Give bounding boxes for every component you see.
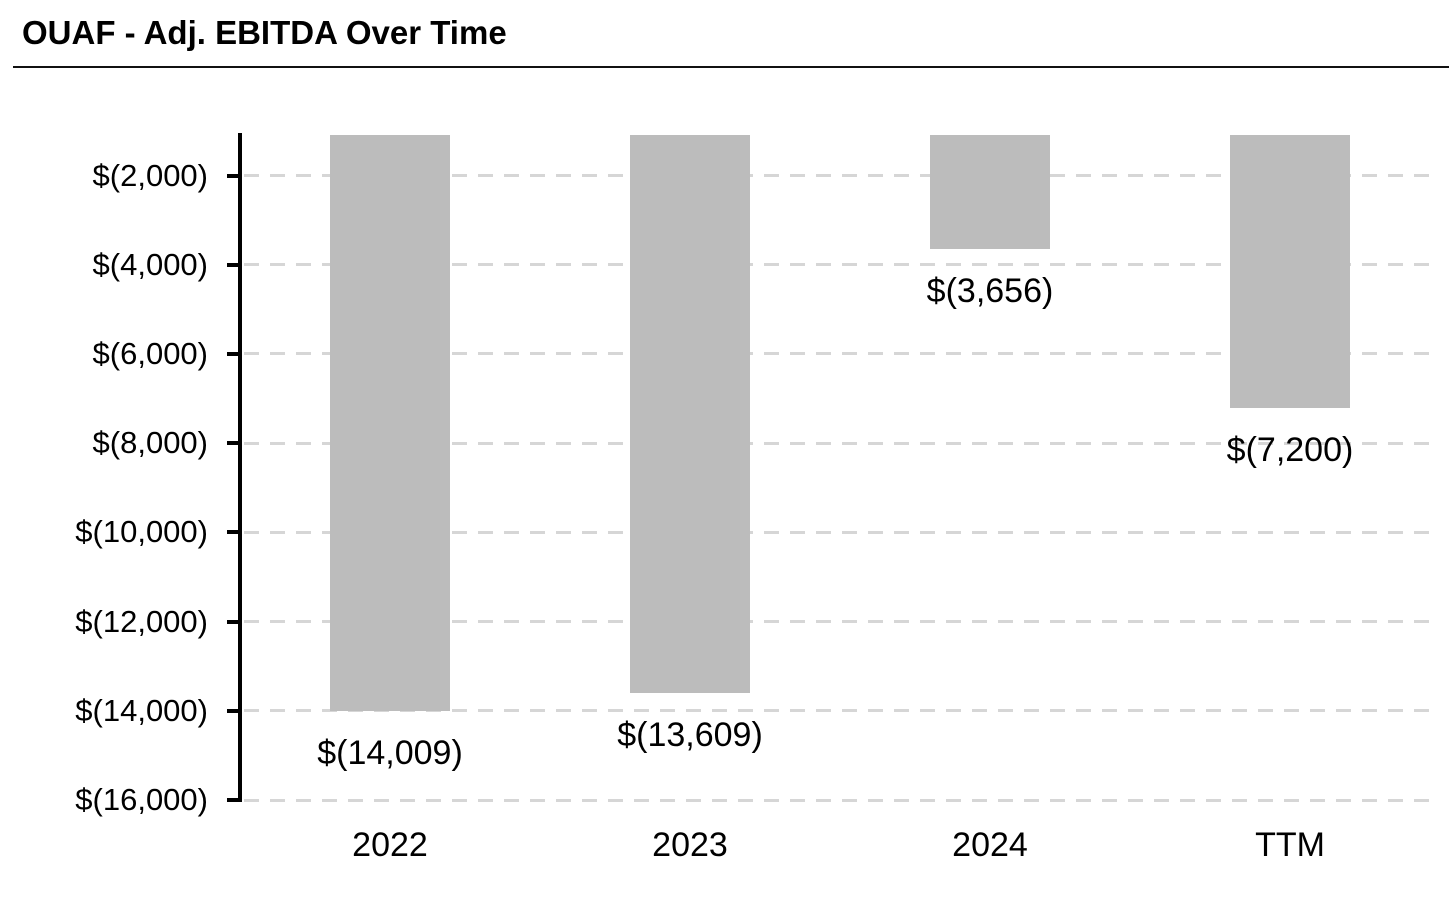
x-axis-label-TTM: TTM	[1255, 826, 1325, 864]
gridline	[244, 352, 1440, 356]
y-tick-mark	[227, 619, 241, 624]
y-tick-label: $(16,000)	[75, 782, 208, 817]
y-tick-mark	[227, 798, 241, 802]
gridline	[244, 174, 1440, 178]
bar-2024	[930, 135, 1050, 250]
bar-value-label-2023: $(13,609)	[617, 716, 763, 755]
y-axis-line	[238, 133, 242, 802]
x-axis-label-2023: 2023	[652, 826, 728, 864]
gridline	[244, 709, 1440, 713]
bar-value-label-TTM: $(7,200)	[1226, 430, 1354, 469]
bar-TTM	[1230, 135, 1350, 408]
y-tick-label: $(10,000)	[75, 514, 208, 550]
gridline	[244, 530, 1440, 534]
bar-2023	[630, 135, 750, 694]
gridline	[244, 441, 1440, 445]
y-tick-mark	[227, 173, 241, 178]
y-tick-mark	[227, 530, 241, 535]
y-tick-mark	[227, 351, 241, 356]
gridline	[244, 620, 1440, 624]
x-axis-label-2024: 2024	[952, 826, 1028, 864]
bar-2022	[330, 135, 450, 712]
gridline	[244, 798, 1440, 802]
title-underline	[13, 66, 1449, 68]
y-tick-mark	[227, 708, 241, 713]
y-tick-label: $(2,000)	[92, 157, 208, 193]
chart-title: OUAF - Adj. EBITDA Over Time	[22, 14, 507, 51]
y-tick-label: $(12,000)	[75, 603, 208, 639]
bar-value-label-2022: $(14,009)	[317, 734, 463, 773]
y-tick-label: $(8,000)	[92, 425, 208, 461]
x-axis-label-2022: 2022	[352, 826, 428, 864]
y-tick-label: $(14,000)	[75, 692, 208, 728]
y-tick-label: $(4,000)	[92, 246, 208, 282]
y-tick-label: $(6,000)	[92, 335, 208, 371]
y-tick-mark	[227, 262, 241, 267]
bar-value-label-2024: $(3,656)	[926, 272, 1054, 311]
y-tick-mark	[227, 441, 241, 446]
gridline	[244, 263, 1440, 267]
